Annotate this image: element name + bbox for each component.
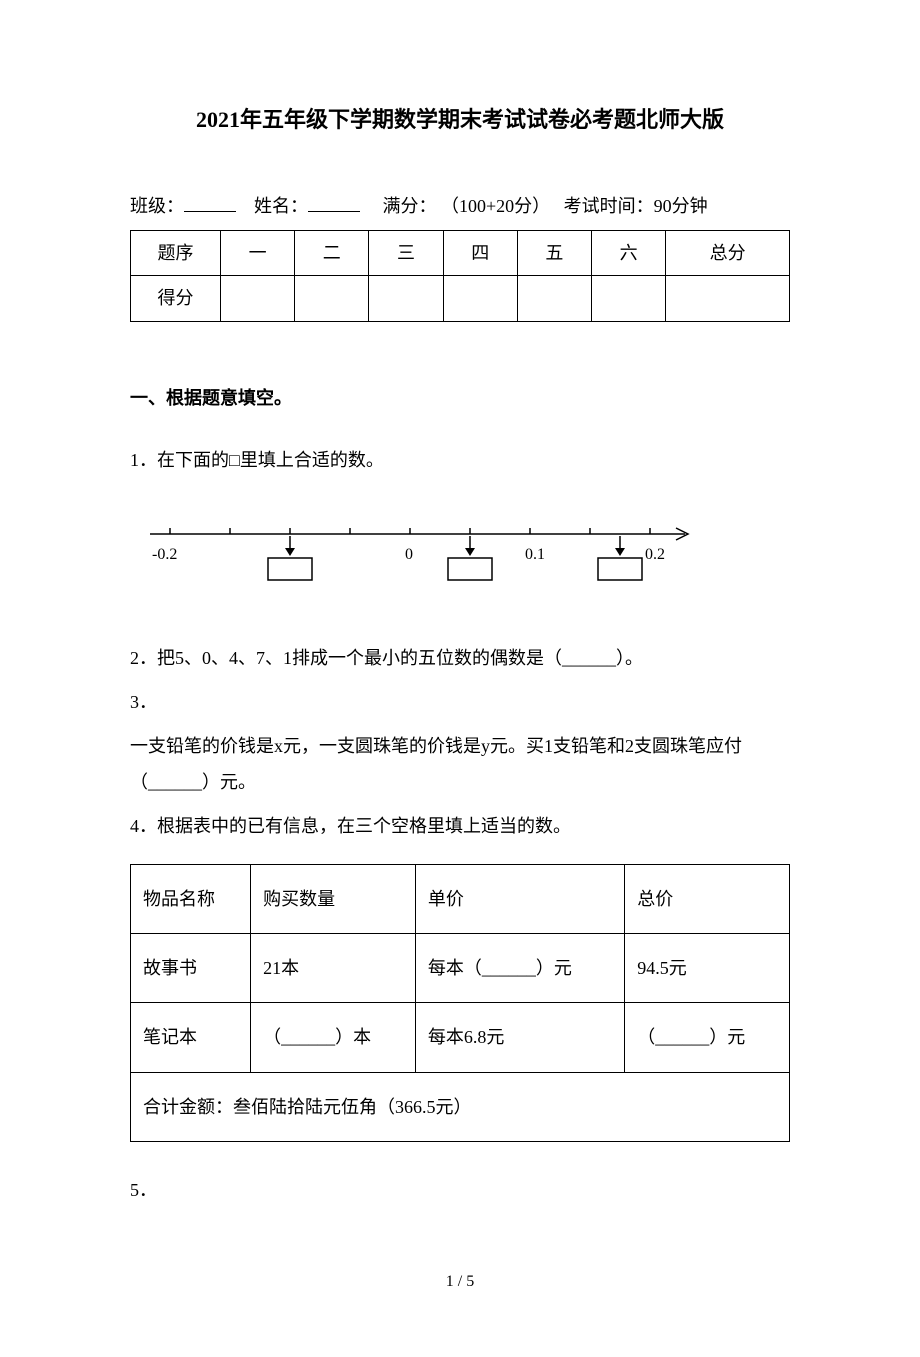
class-label: 班级： bbox=[130, 196, 184, 216]
name-label: 姓名： bbox=[254, 196, 308, 216]
score-col: 二 bbox=[295, 230, 369, 275]
th-unit: 单价 bbox=[415, 864, 624, 933]
score-cell[interactable] bbox=[592, 276, 666, 321]
cell: 笔记本 bbox=[131, 1003, 251, 1072]
score-col: 四 bbox=[443, 230, 517, 275]
table-row: 笔记本 （______）本 每本6.8元 （______）元 bbox=[131, 1003, 790, 1072]
page-title: 2021年五年级下学期数学期末考试试卷必考题北师大版 bbox=[130, 100, 790, 140]
table-row: 物品名称 购买数量 单价 总价 bbox=[131, 864, 790, 933]
section-heading: 一、根据题意填空。 bbox=[130, 382, 790, 414]
cell: 每本6.8元 bbox=[415, 1003, 624, 1072]
table-row: 题序 一 二 三 四 五 六 总分 bbox=[131, 230, 790, 275]
th-total: 总价 bbox=[625, 864, 790, 933]
score-row1-label: 题序 bbox=[131, 230, 221, 275]
cell: （______）元 bbox=[625, 1003, 790, 1072]
data-table: 物品名称 购买数量 单价 总价 故事书 21本 每本（______）元 94.5… bbox=[130, 864, 790, 1143]
question-1: 1．在下面的□里填上合适的数。 bbox=[130, 442, 790, 478]
question-3-text: 一支铅笔的价钱是x元，一支圆珠笔的价钱是y元。买1支铅笔和2支圆珠笔应付（___… bbox=[130, 728, 790, 800]
class-blank[interactable] bbox=[184, 194, 236, 212]
fullscore-value: （100+20分） bbox=[441, 196, 550, 216]
nl-box-2 bbox=[448, 558, 492, 580]
question-5-num: 5． bbox=[130, 1172, 790, 1208]
score-cell[interactable] bbox=[295, 276, 369, 321]
score-cell[interactable] bbox=[369, 276, 443, 321]
fullscore-label: 满分： bbox=[383, 196, 437, 216]
cell: 每本（______）元 bbox=[415, 933, 624, 1002]
score-row2-label: 得分 bbox=[131, 276, 221, 321]
question-3-num: 3． bbox=[130, 684, 790, 720]
nl-box-3 bbox=[598, 558, 642, 580]
time-label: 考试时间： bbox=[564, 196, 654, 216]
score-col: 六 bbox=[592, 230, 666, 275]
cell: 故事书 bbox=[131, 933, 251, 1002]
nl-label-p02: 0.2 bbox=[645, 546, 665, 563]
cell: （______）本 bbox=[251, 1003, 416, 1072]
exam-info-row: 班级： 姓名： 满分： （100+20分） 考试时间：90分钟 bbox=[130, 190, 790, 222]
number-line-svg: -0.2 0 0.1 0.2 bbox=[130, 514, 710, 599]
score-cell[interactable] bbox=[666, 276, 790, 321]
score-cell[interactable] bbox=[517, 276, 591, 321]
question-4: 4．根据表中的已有信息，在三个空格里填上适当的数。 bbox=[130, 808, 790, 844]
score-table: 题序 一 二 三 四 五 六 总分 得分 bbox=[130, 230, 790, 322]
score-col: 一 bbox=[221, 230, 295, 275]
cell: 21本 bbox=[251, 933, 416, 1002]
score-cell[interactable] bbox=[221, 276, 295, 321]
th-name: 物品名称 bbox=[131, 864, 251, 933]
table-row: 合计金额：叁佰陆拾陆元伍角（366.5元） bbox=[131, 1072, 790, 1141]
table-row: 故事书 21本 每本（______）元 94.5元 bbox=[131, 933, 790, 1002]
page-number: 1 / 5 bbox=[130, 1268, 790, 1297]
nl-label-zero: 0 bbox=[405, 546, 413, 563]
score-col: 三 bbox=[369, 230, 443, 275]
cell: 94.5元 bbox=[625, 933, 790, 1002]
number-line: -0.2 0 0.1 0.2 bbox=[130, 514, 790, 609]
table-footer: 合计金额：叁佰陆拾陆元伍角（366.5元） bbox=[131, 1072, 790, 1141]
th-qty: 购买数量 bbox=[251, 864, 416, 933]
question-2: 2．把5、0、4、7、1排成一个最小的五位数的偶数是（______）。 bbox=[130, 640, 790, 676]
score-col: 总分 bbox=[666, 230, 790, 275]
score-col: 五 bbox=[517, 230, 591, 275]
name-blank[interactable] bbox=[308, 194, 360, 212]
table-row: 得分 bbox=[131, 276, 790, 321]
nl-box-1 bbox=[268, 558, 312, 580]
nl-label-p01: 0.1 bbox=[525, 546, 545, 563]
nl-label-neg02: -0.2 bbox=[152, 546, 177, 563]
score-cell[interactable] bbox=[443, 276, 517, 321]
time-value: 90分钟 bbox=[654, 196, 708, 216]
